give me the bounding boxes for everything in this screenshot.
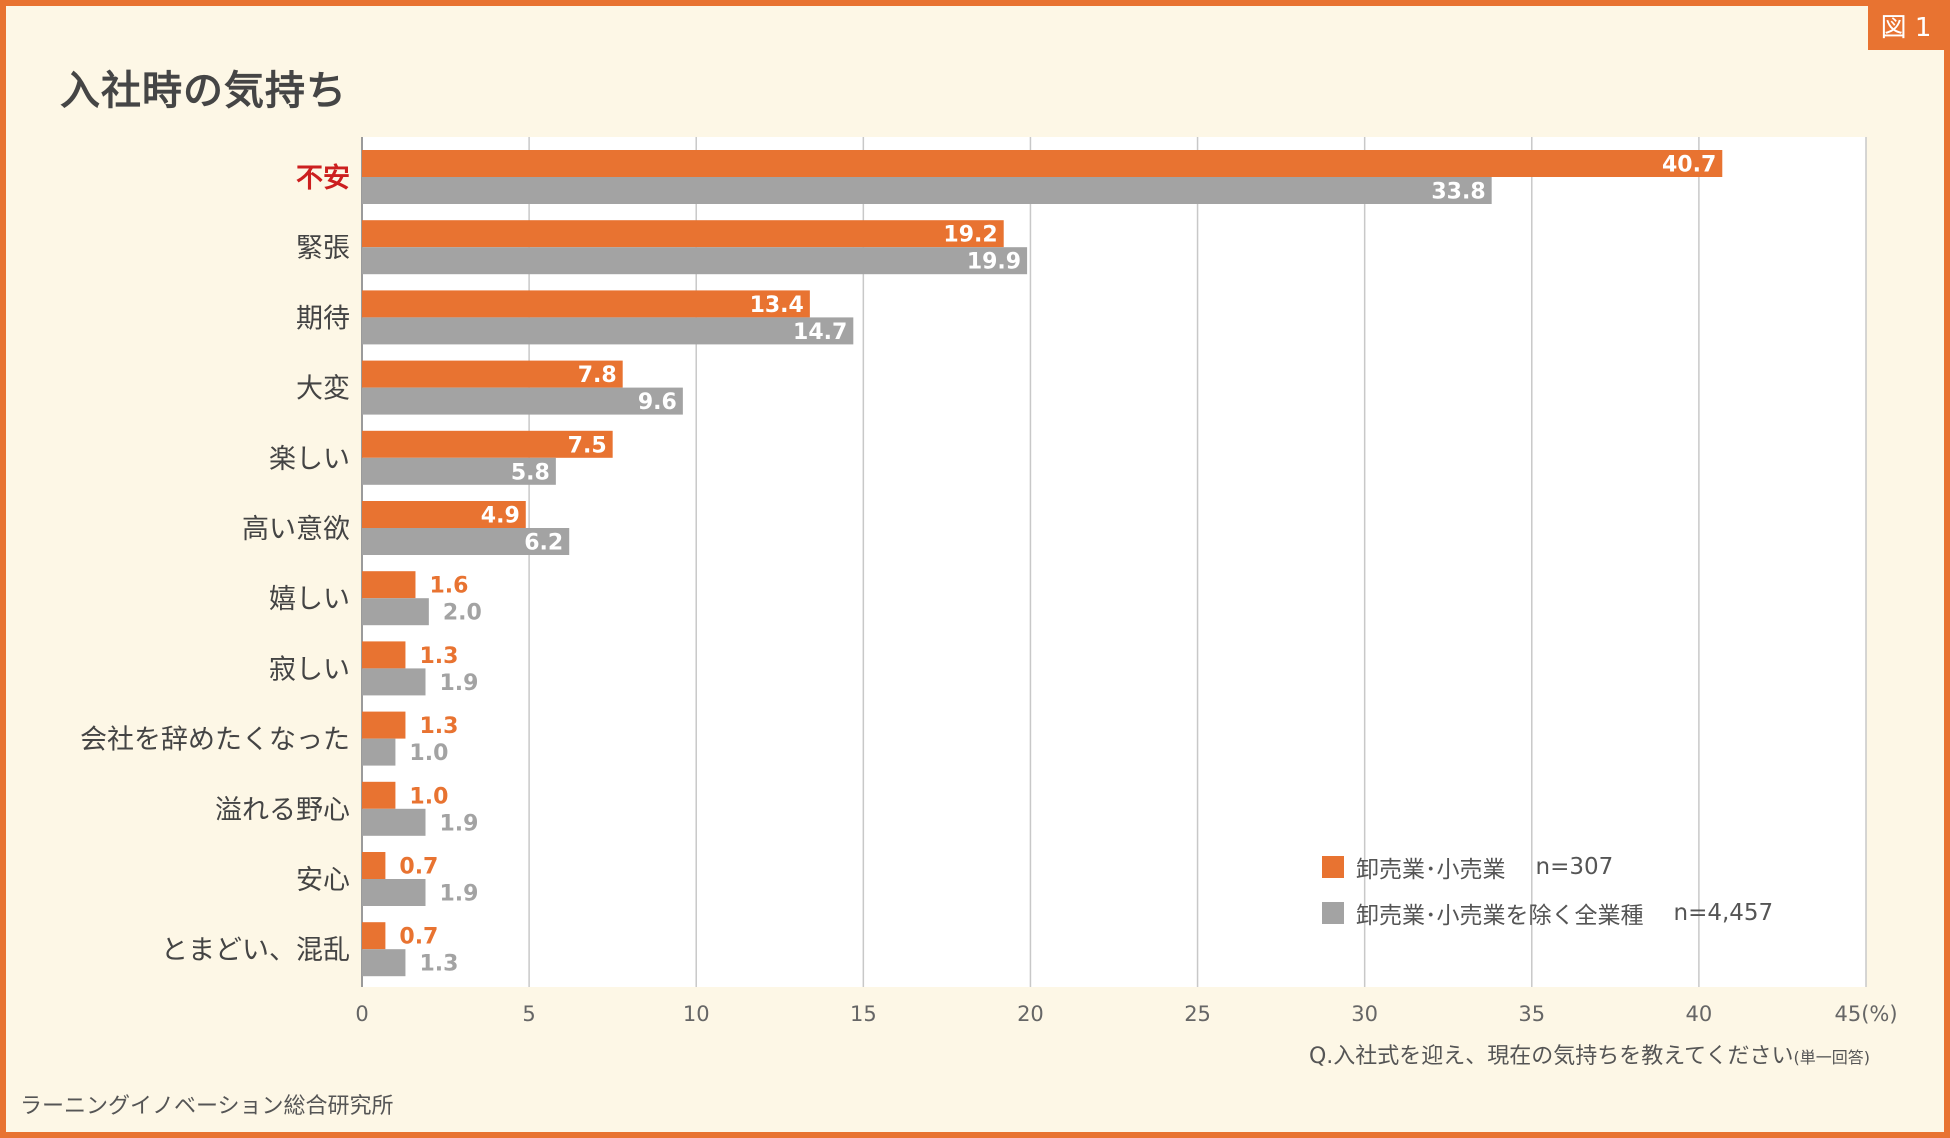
x-tick-label-25: 25 — [1184, 1002, 1211, 1026]
bar-s1-3 — [362, 387, 683, 415]
bar-s0-2 — [362, 290, 810, 318]
data-label-s0-10: 0.7 — [399, 855, 438, 880]
bar-s1-11 — [362, 949, 406, 977]
question-text: Q.入社式を迎え、現在の気持ちを教えてください — [1308, 1044, 1794, 1069]
data-label-s1-9: 1.9 — [440, 811, 479, 836]
bar-s1-2 — [362, 317, 854, 345]
bar-s1-10 — [362, 879, 426, 906]
bar-s1-5 — [362, 528, 570, 555]
bar-s1-7 — [362, 668, 426, 696]
legend-item-others: 卸売業･小売業を除く全業種 n=4,457 — [1322, 890, 1773, 936]
plot-area — [362, 137, 1866, 987]
bar-s0-6 — [362, 571, 416, 599]
legend: 卸売業･小売業 n=307 卸売業･小売業を除く全業種 n=4,457 — [1322, 844, 1773, 936]
data-label-s1-2: 14.7 — [793, 320, 847, 345]
category-label-8: 会社を辞めたくなった — [80, 725, 350, 756]
bar-s0-3 — [362, 360, 623, 388]
legend-label-others: 卸売業･小売業を除く全業種 — [1356, 903, 1644, 929]
x-tick-label-10: 10 — [683, 1002, 710, 1026]
data-label-s0-3: 7.8 — [578, 363, 617, 388]
bar-s0-0 — [362, 150, 1723, 177]
bar-s1-8 — [362, 738, 396, 766]
data-label-s1-5: 6.2 — [524, 531, 563, 556]
data-label-s0-9: 1.0 — [409, 784, 448, 809]
category-label-0: 不安 — [296, 163, 350, 194]
source-credit: ラーニングイノベーション総合研究所 — [20, 1094, 394, 1119]
legend-item-retail: 卸売業･小売業 n=307 — [1322, 844, 1773, 890]
data-label-s0-0: 40.7 — [1662, 153, 1716, 178]
data-label-s0-1: 19.2 — [943, 223, 997, 248]
category-label-4: 楽しい — [269, 444, 350, 475]
data-label-s1-1: 19.9 — [967, 250, 1021, 275]
x-tick-label-0: 0 — [355, 1002, 368, 1026]
data-label-s0-4: 7.5 — [568, 433, 607, 458]
data-label-s1-6: 2.0 — [443, 601, 482, 626]
category-label-10: 安心 — [296, 865, 350, 896]
data-label-s1-3: 9.6 — [638, 390, 677, 415]
data-label-s1-4: 5.8 — [511, 460, 550, 485]
bar-s1-1 — [362, 247, 1028, 275]
x-tick-label-15: 15 — [850, 1002, 877, 1026]
data-label-s1-10: 1.9 — [440, 882, 479, 907]
data-label-s0-11: 0.7 — [399, 925, 438, 950]
bar-s0-9 — [362, 781, 396, 809]
bar-s1-9 — [362, 808, 426, 836]
data-label-s0-8: 1.3 — [419, 714, 458, 739]
data-label-s0-5: 4.9 — [481, 504, 520, 529]
data-label-s0-6: 1.6 — [429, 574, 468, 599]
category-label-5: 高い意欲 — [242, 514, 350, 545]
x-tick-label-40: 40 — [1686, 1002, 1713, 1026]
legend-n-others: n=4,457 — [1673, 900, 1774, 926]
legend-swatch-others — [1322, 902, 1344, 924]
x-tick-label-45: 45(%) — [1834, 1002, 1897, 1026]
legend-label-retail: 卸売業･小売業 — [1356, 857, 1506, 883]
x-tick-label-5: 5 — [522, 1002, 535, 1026]
category-label-2: 期待 — [296, 303, 350, 334]
question-note: (単一回答) — [1793, 1048, 1871, 1067]
bar-s0-7 — [362, 641, 406, 669]
bar-s0-11 — [362, 922, 386, 950]
data-label-s0-2: 13.4 — [750, 293, 804, 318]
category-label-6: 嬉しい — [269, 584, 350, 615]
data-label-s1-0: 33.8 — [1431, 180, 1485, 205]
data-label-s1-11: 1.3 — [419, 952, 458, 977]
data-label-s1-7: 1.9 — [440, 671, 479, 696]
data-label-s1-8: 1.0 — [409, 741, 448, 766]
bar-s1-6 — [362, 598, 429, 626]
legend-swatch-retail — [1322, 856, 1344, 878]
category-label-7: 寂しい — [269, 654, 350, 685]
x-tick-label-30: 30 — [1351, 1002, 1378, 1026]
bar-s0-8 — [362, 711, 406, 739]
bar-s0-5 — [362, 501, 526, 528]
data-label-s0-7: 1.3 — [419, 644, 458, 669]
bar-s0-4 — [362, 430, 613, 458]
chart-title: 入社時の気持ち — [60, 68, 347, 114]
legend-n-retail: n=307 — [1535, 854, 1614, 880]
category-label-1: 緊張 — [296, 233, 350, 264]
survey-question: Q.入社式を迎え、現在の気持ちを教えてください(単一回答) — [1309, 1038, 1870, 1070]
bar-s0-1 — [362, 220, 1004, 248]
bar-s0-10 — [362, 852, 386, 879]
x-tick-label-35: 35 — [1518, 1002, 1545, 1026]
category-label-3: 大変 — [296, 374, 350, 405]
category-label-9: 溢れる野心 — [215, 795, 350, 826]
bar-s1-0 — [362, 177, 1492, 204]
figure-label: 図 1 — [1868, 6, 1944, 50]
bar-s1-4 — [362, 457, 556, 485]
x-tick-label-20: 20 — [1017, 1002, 1044, 1026]
category-label-11: とまどい、混乱 — [161, 935, 350, 966]
